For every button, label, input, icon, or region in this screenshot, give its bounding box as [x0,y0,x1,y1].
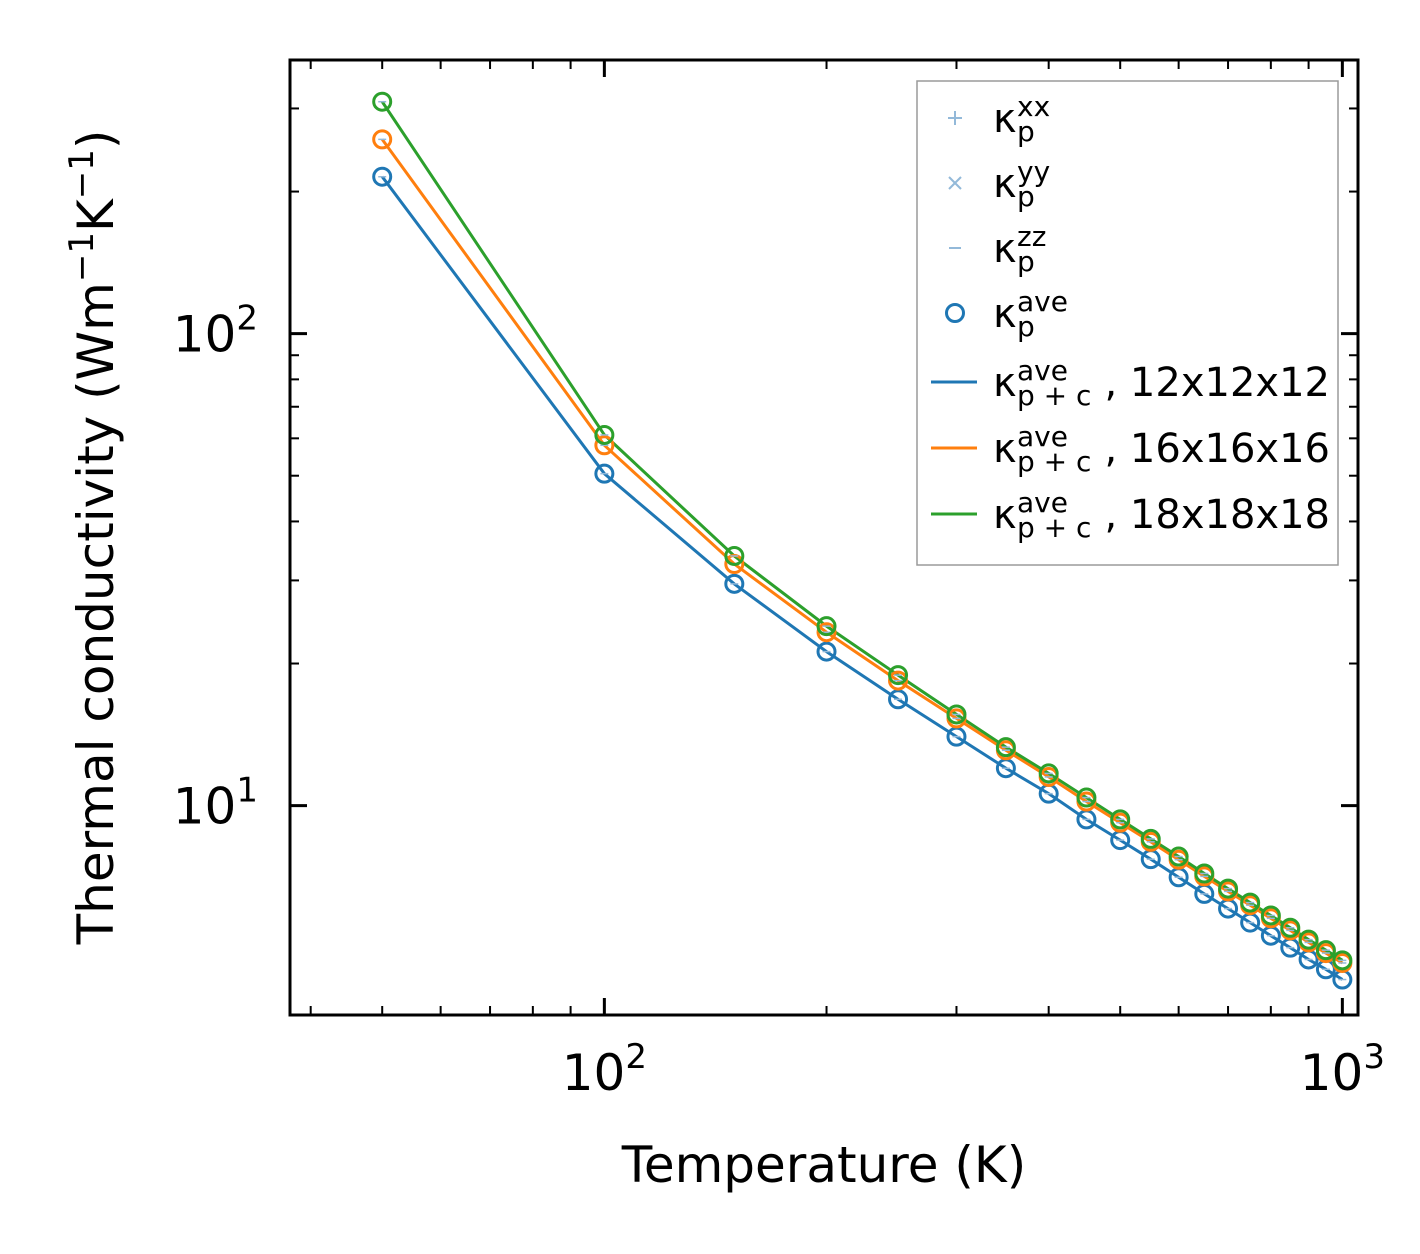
x-tick-label-base: 10 [562,1044,626,1102]
legend-label: κave p + c , 18x18x18 [993,486,1330,544]
legend-frame [916,80,1339,566]
data-point-18x18x18 [1140,828,1161,849]
data-point-18x18x18 [1332,950,1353,971]
y-axis-label-exp2: −1 [62,149,102,199]
data-point-18x18x18 [995,737,1016,758]
legend-label-sup: ave [1017,354,1068,387]
legend-label-symbol: κ [993,226,1017,272]
data-point-18x18x18 [594,424,615,445]
data-point-18x18x18 [1038,763,1059,784]
legend-label-sup: xx [1017,90,1050,123]
legend-label-sub: p [1017,180,1035,213]
legend-label: κave p + c , 12x12x12 [993,354,1330,412]
data-point-18x18x18 [1315,940,1336,961]
data-point-18x18x18 [816,616,837,637]
data-point-18x18x18 [724,545,745,566]
series-line-12x12x12 [380,175,1344,981]
data-point-18x18x18 [1076,787,1097,808]
y-tick-label-exp: 2 [236,299,258,339]
y-tick-label-base: 10 [173,778,237,836]
legend-label-sup: ave [1017,285,1068,318]
data-point-18x18x18 [1194,863,1215,884]
data-point-16x16x16 [888,670,909,691]
y-axis-label-close: ) [67,130,125,150]
legend-label-suffix: , 16x16x16 [1105,426,1330,472]
y-axis-label-main: Thermal conductivity (Wm [67,282,125,945]
x-axis-label: Temperature (K) [621,1136,1026,1194]
legend-label-sup: ave [1017,420,1068,453]
legend-label-symbol: κ [993,426,1017,472]
legend-label-sub: p + c [1017,379,1091,412]
legend-label: κyy p [993,155,1050,213]
legend-label: κave p + c , 16x16x16 [993,420,1330,478]
legend-label-sub: p [1017,245,1035,278]
legend-label-symbol: κ [993,161,1017,207]
legend-label-suffix: , 18x18x18 [1105,492,1330,538]
legend-label-sup: zz [1017,220,1046,253]
legend-label-sub: p + c [1017,511,1091,544]
legend-label-sup: ave [1017,486,1068,519]
data-point-16x16x16 [816,622,837,643]
legend-label-symbol: κ [993,492,1017,538]
data-point-16x16x16 [594,435,615,456]
legend-label-symbol: κ [993,291,1017,337]
legend-marker-x [948,176,962,190]
plot-frame [288,58,1360,1017]
data-point-18x18x18 [1260,905,1281,926]
data-point-12x12x12 [594,463,615,484]
legend-label-sub: p + c [1017,445,1091,478]
legend-label-sub: p [1017,310,1035,343]
y-axis-label: Thermal conductivity (Wm−1K−1) [62,130,125,946]
x-tick-label-exp: 3 [1363,1037,1385,1077]
data-point-12x12x12 [888,689,909,710]
series-line-18x18x18 [380,100,1344,962]
x-tick-label: 102 [562,1037,647,1102]
legend-label-symbol: κ [993,360,1017,406]
data-point-18x18x18 [946,704,967,725]
series-markers [372,91,1353,990]
data-point-18x18x18 [1218,878,1239,899]
legend-label: κave p [993,285,1068,343]
svg-text:Thermal conductivity (Wm−1K−1): Thermal conductivity (Wm−1K−1) [62,130,125,946]
data-point-12x12x12 [816,641,837,662]
data-point-12x12x12 [724,573,745,594]
legend-label-suffix: , 12x12x12 [1105,360,1330,406]
x-tick-label: 103 [1300,1037,1385,1102]
legend-marker-circle [945,303,965,323]
legend-label: κxx p [993,90,1050,148]
x-tick-label-exp: 2 [625,1037,647,1077]
data-point-18x18x18 [1280,917,1301,938]
y-axis-label-k: K [67,198,125,232]
y-tick-label-base: 10 [173,306,237,364]
legend-label: κzz p [993,220,1046,278]
legend-label-sup: yy [1017,155,1050,188]
data-point-12x12x12 [372,166,393,187]
data-point-18x18x18 [1110,809,1131,830]
data-point-18x18x18 [1298,929,1319,950]
data-point-18x18x18 [1240,892,1261,913]
y-tick-label: 102 [173,299,258,364]
data-point-18x18x18 [372,91,393,112]
y-tick-label-exp: 1 [236,771,258,811]
legend-label-symbol: κ [993,96,1017,142]
legend-label-sub: p [1017,115,1035,148]
y-axis-label-exp1: −1 [62,232,102,282]
data-point-18x18x18 [888,665,909,686]
x-tick-label-base: 10 [1300,1044,1364,1102]
y-tick-label: 101 [173,771,258,836]
data-point-16x16x16 [372,129,393,150]
data-point-18x18x18 [1168,846,1189,867]
